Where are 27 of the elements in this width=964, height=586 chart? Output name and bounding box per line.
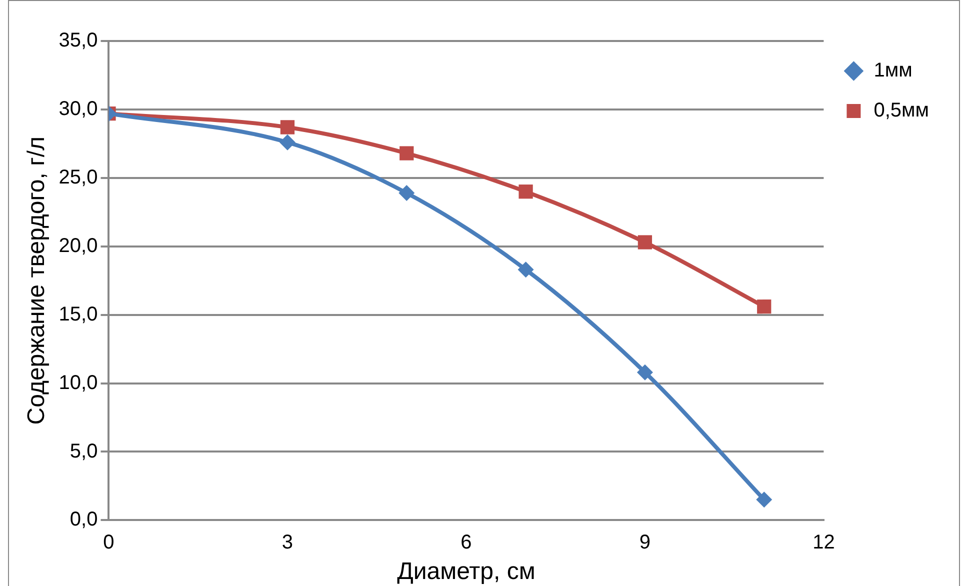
y-tick-label: 10,0 [58,372,98,394]
x-tick-label: 0 [103,532,114,554]
point [280,120,295,134]
y-tick-label: 5,0 [70,440,98,462]
point [279,134,296,150]
y-tick-label: 0,0 [70,508,98,531]
point [518,262,534,278]
point [756,492,772,508]
y-tick-label: 20,0 [58,234,98,257]
y-tick-label: 15,0 [58,303,98,326]
y-tick-label: 30,0 [58,98,98,120]
y-tick-label: 35,0 [58,30,98,52]
legend-label: 1мм [874,60,912,82]
x-tick-label: 9 [639,532,651,554]
y-axis-title: Содержание твердого, г/л [23,136,50,425]
y-tick-label: 25,0 [58,166,98,188]
point [638,235,652,250]
point [398,184,415,201]
legend-label: 0,5мм [874,100,930,122]
point [518,184,533,199]
x-tick-label: 6 [460,532,472,554]
point [757,300,772,314]
point [636,364,653,380]
x-tick-label: 3 [282,532,294,554]
x-tick-label: 12 [812,532,835,554]
point [400,146,414,160]
x-axis-title: Диаметр, см [397,558,536,586]
